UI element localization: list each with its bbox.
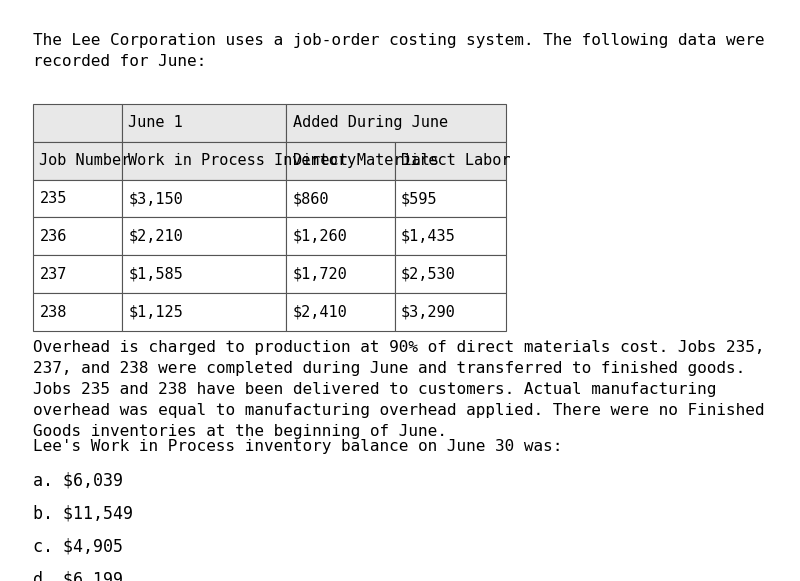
Bar	[394, 293, 506, 331]
Text: c. $4,905: c. $4,905	[33, 537, 123, 555]
Bar	[394, 142, 506, 180]
Bar	[286, 142, 394, 180]
Text: $1,585: $1,585	[128, 267, 183, 282]
Text: $3,290: $3,290	[401, 305, 456, 320]
Text: 237: 237	[39, 267, 67, 282]
Text: $1,720: $1,720	[293, 267, 347, 282]
Text: Added During June: Added During June	[293, 115, 448, 130]
Text: $1,260: $1,260	[293, 229, 347, 244]
Text: Direct Labor: Direct Labor	[401, 153, 510, 168]
Bar	[286, 217, 394, 256]
Bar	[33, 256, 122, 293]
Bar	[122, 180, 286, 217]
Text: $595: $595	[401, 191, 438, 206]
Text: $3,150: $3,150	[128, 191, 183, 206]
Text: $2,210: $2,210	[128, 229, 183, 244]
Bar	[286, 293, 394, 331]
Text: $860: $860	[293, 191, 329, 206]
Text: 235: 235	[39, 191, 67, 206]
Text: $1,125: $1,125	[128, 305, 183, 320]
Bar	[122, 217, 286, 256]
Bar	[122, 293, 286, 331]
Bar	[33, 180, 122, 217]
Text: 236: 236	[39, 229, 67, 244]
Bar	[122, 142, 286, 180]
Text: d. $6,199: d. $6,199	[33, 571, 123, 581]
Bar	[122, 103, 286, 142]
Text: 238: 238	[39, 305, 67, 320]
Text: $1,435: $1,435	[401, 229, 456, 244]
Bar	[33, 217, 122, 256]
Bar	[122, 256, 286, 293]
Bar	[33, 293, 122, 331]
Text: Work in Process Inventory: Work in Process Inventory	[128, 153, 356, 168]
Text: Overhead is charged to production at 90% of direct materials cost. Jobs 235,
237: Overhead is charged to production at 90%…	[33, 340, 764, 439]
Text: $2,410: $2,410	[293, 305, 347, 320]
Text: a. $6,039: a. $6,039	[33, 472, 123, 490]
Bar	[33, 142, 122, 180]
Text: June 1: June 1	[128, 115, 183, 130]
Bar	[286, 256, 394, 293]
Text: Job Number: Job Number	[39, 153, 130, 168]
Text: b. $11,549: b. $11,549	[33, 505, 133, 523]
Text: Direct Materials: Direct Materials	[293, 153, 438, 168]
Bar	[286, 180, 394, 217]
Bar	[394, 180, 506, 217]
Bar	[33, 103, 122, 142]
Text: $2,530: $2,530	[401, 267, 456, 282]
Bar	[286, 103, 506, 142]
Text: The Lee Corporation uses a job-order costing system. The following data were
rec: The Lee Corporation uses a job-order cos…	[33, 33, 764, 69]
Bar	[394, 256, 506, 293]
Text: Lee's Work in Process inventory balance on June 30 was:: Lee's Work in Process inventory balance …	[33, 439, 562, 454]
Bar	[394, 217, 506, 256]
